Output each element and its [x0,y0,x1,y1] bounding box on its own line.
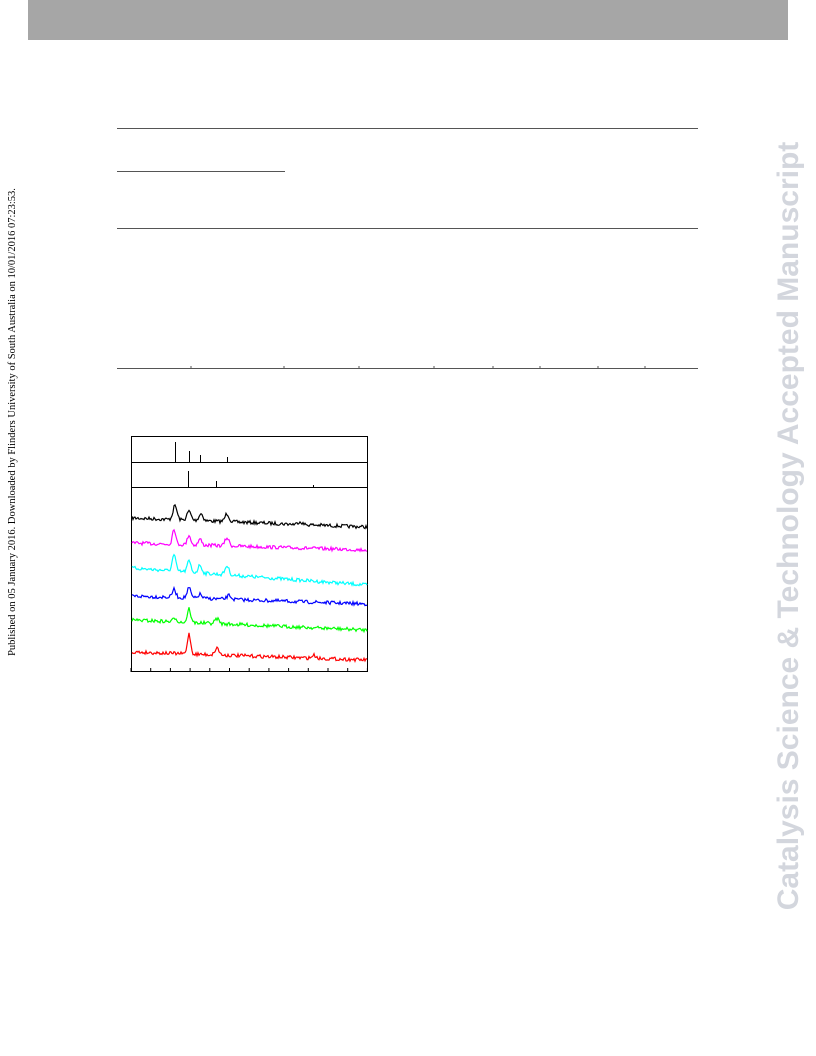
xrd-trace [131,585,368,607]
header-bar [28,0,788,40]
xrd-trace [131,607,368,634]
xrd-trace [131,528,368,553]
publication-note: Published on 05 January 2016. Downloaded… [7,188,18,656]
xrd-trace [131,503,368,530]
watermark: Catalysis Science & Technology Accepted … [772,142,805,911]
xrd-trace [131,632,367,663]
table-rules [117,128,698,369]
xrd-figure [130,436,368,672]
xrd-trace [131,553,368,587]
